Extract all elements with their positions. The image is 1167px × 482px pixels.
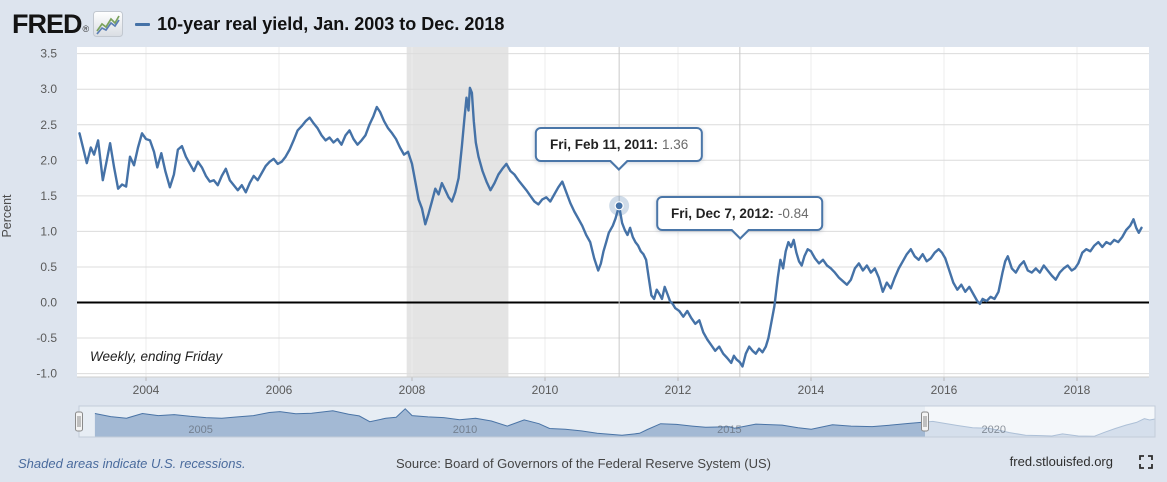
plot-area bbox=[77, 47, 1149, 377]
tooltip-dec-7-2012: Fri, Dec 7, 2012: -0.84 bbox=[656, 196, 824, 240]
x-tick-label: 2018 bbox=[1064, 383, 1091, 397]
frequency-note: Weekly, ending Friday bbox=[90, 349, 223, 364]
tooltip-date: Fri, Dec 7, 2012: bbox=[671, 206, 774, 221]
tooltip-value: -0.84 bbox=[777, 206, 809, 221]
series-legend-dash bbox=[135, 22, 151, 26]
nav-handle-right[interactable] bbox=[920, 411, 929, 432]
y-tick-label: 2.0 bbox=[40, 153, 57, 167]
fred-logo[interactable]: FRED ® bbox=[12, 8, 124, 40]
y-tick-label: 0.0 bbox=[40, 296, 57, 310]
recessions-note-link[interactable]: Shaded areas indicate U.S. recessions. bbox=[18, 456, 246, 471]
chart-header: FRED ® 10-year real yield, Jan. 2003 to … bbox=[12, 7, 504, 41]
chart-title: 10-year real yield, Jan. 2003 to Dec. 20… bbox=[157, 13, 505, 34]
x-tick-label: 2010 bbox=[532, 383, 559, 397]
y-tick-label: 0.5 bbox=[40, 260, 57, 274]
y-axis-title: Percent bbox=[0, 194, 14, 238]
x-tick-label: 2012 bbox=[665, 383, 692, 397]
navigator-label: 2020 bbox=[981, 424, 1005, 436]
navigator-label: 2015 bbox=[717, 424, 741, 436]
navigator-label: 2005 bbox=[188, 424, 212, 436]
nav-handle-left[interactable] bbox=[75, 411, 83, 432]
registered-mark: ® bbox=[82, 24, 90, 34]
chart-footer: Shaded areas indicate U.S. recessions. S… bbox=[0, 450, 1167, 480]
fred-logo-text: FRED bbox=[12, 8, 82, 39]
navigator-area bbox=[94, 408, 1155, 437]
x-tick-label: 2014 bbox=[798, 383, 825, 397]
point-marker bbox=[614, 201, 624, 211]
x-tick-label: 2004 bbox=[133, 383, 160, 397]
x-tick-label: 2008 bbox=[399, 383, 426, 397]
x-tick-label: 2006 bbox=[266, 383, 293, 397]
navigator-label: 2010 bbox=[453, 424, 477, 436]
fullscreen-icon bbox=[1139, 454, 1153, 469]
y-tick-label: 1.0 bbox=[40, 224, 57, 238]
fullscreen-button[interactable] bbox=[1139, 454, 1153, 469]
series-line[interactable] bbox=[78, 86, 1143, 368]
fred-sparkline-icon bbox=[93, 11, 124, 37]
tooltip-date: Fri, Feb 11, 2011: bbox=[549, 137, 659, 152]
y-tick-label: 2.5 bbox=[40, 118, 57, 132]
source-text: Source: Board of Governors of the Federa… bbox=[396, 456, 771, 471]
y-tick-label: -0.5 bbox=[36, 331, 57, 345]
y-tick-label: -1.0 bbox=[36, 367, 57, 381]
fred-site-link[interactable]: fred.stlouisfed.org bbox=[1009, 454, 1113, 469]
tooltip-value: 1.36 bbox=[662, 137, 689, 152]
y-tick-label: 3.0 bbox=[40, 82, 57, 96]
y-tick-label: 3.5 bbox=[40, 47, 57, 61]
tooltip-feb-11-2011: Fri, Feb 11, 2011: 1.36 bbox=[534, 127, 704, 171]
x-tick-label: 2016 bbox=[931, 383, 958, 397]
y-tick-label: 1.5 bbox=[40, 189, 57, 203]
navigator-unselected-mask bbox=[924, 406, 1155, 437]
